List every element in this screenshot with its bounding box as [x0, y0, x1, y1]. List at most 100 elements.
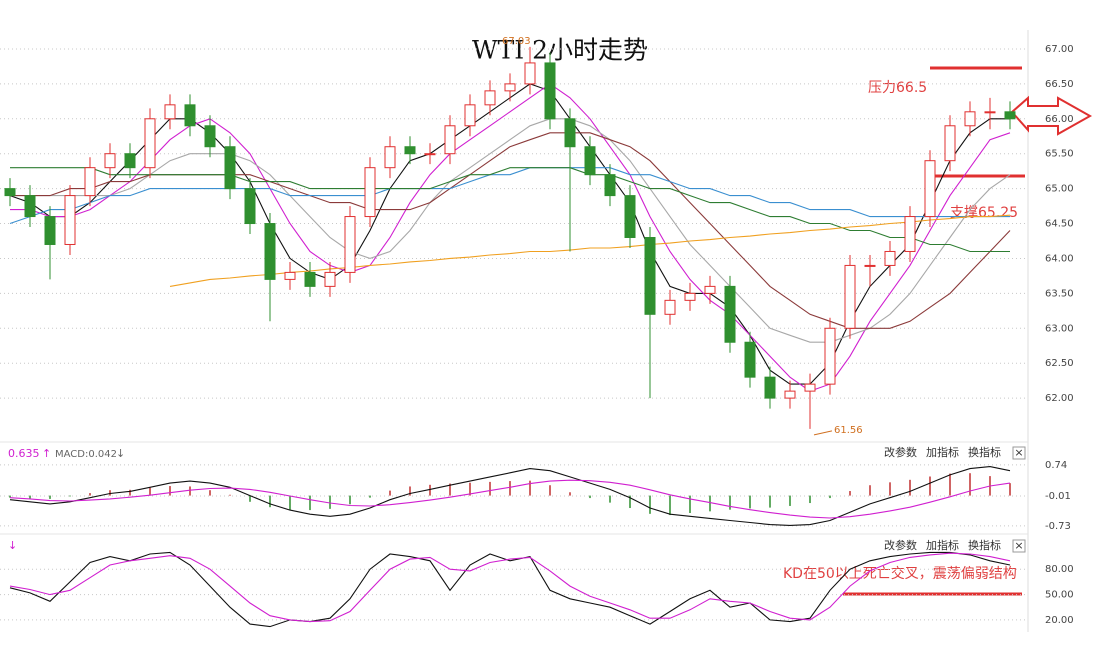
resistance-label: 压力66.5: [868, 80, 927, 96]
candle-body: [184, 104, 196, 127]
indicator-line: [9, 479, 1011, 519]
candle-body: [804, 383, 816, 392]
candle-body: [464, 104, 476, 127]
low-pointer: [813, 430, 833, 436]
candle-body: [64, 195, 76, 245]
low-label: 61.56: [834, 425, 863, 436]
y-tick-label: 63.00: [1045, 323, 1074, 334]
indicator-line: [10, 167, 1010, 253]
macd-value: 0.635: [8, 447, 40, 460]
candle-body: [964, 111, 976, 127]
candle-body: [84, 167, 96, 197]
candle-body: [424, 153, 436, 156]
close-box[interactable]: [1012, 446, 1026, 460]
panel-button[interactable]: 改参数: [884, 538, 917, 552]
arrow-icon: [1010, 95, 1093, 136]
panel-button[interactable]: 加指标: [926, 445, 959, 459]
y-tick-label: 62.00: [1045, 393, 1074, 404]
close-box[interactable]: [1012, 539, 1026, 553]
candle-body: [704, 285, 716, 294]
indicator-line: [9, 167, 1010, 225]
candle-body: [864, 264, 876, 267]
y-tick-label: -0.73: [1045, 521, 1071, 532]
candle-body: [624, 195, 636, 239]
kd-annotation: KD在50以上死亡交叉，震荡偏弱结构: [783, 565, 1017, 582]
y-tick-label: 64.50: [1045, 219, 1074, 230]
candle-body: [104, 153, 116, 169]
support-label: 支撑65.25: [950, 205, 1018, 221]
candle-body: [204, 125, 216, 148]
y-tick-label: 66.50: [1045, 79, 1074, 90]
candle-body: [444, 125, 456, 155]
y-tick-label: 20.00: [1045, 615, 1074, 626]
candle-body: [904, 216, 916, 252]
candle-body: [284, 271, 296, 280]
candle-body: [924, 160, 936, 218]
indicator-line: [10, 118, 1011, 343]
candle-body: [684, 292, 696, 301]
candle-body: [344, 216, 356, 273]
candle-body: [564, 118, 576, 148]
candle-body: [364, 167, 376, 218]
y-tick-label: 62.50: [1045, 358, 1074, 369]
panel-button[interactable]: ×: [1014, 539, 1023, 552]
candle-body: [264, 223, 276, 280]
candle-body: [384, 146, 396, 169]
y-tick-label: 0.74: [1045, 460, 1067, 471]
candle-body: [504, 83, 516, 92]
y-tick-label: 65.50: [1045, 149, 1074, 160]
candle-body: [4, 188, 16, 197]
candle-body: [944, 125, 956, 162]
candle-body: [224, 146, 236, 190]
indicator-line: [9, 551, 1011, 628]
candle-body: [824, 327, 836, 385]
candle-body: [324, 271, 336, 287]
y-tick-label: 64.00: [1045, 253, 1074, 264]
indicator-line: [169, 214, 1011, 287]
macd-arrow: ↑: [42, 447, 51, 460]
y-tick-label: 67.00: [1045, 44, 1074, 55]
candle-body: [144, 118, 156, 169]
y-tick-label: 65.00: [1045, 184, 1074, 195]
candle-body: [244, 188, 256, 225]
candle-body: [1004, 111, 1016, 120]
y-tick-label: 63.50: [1045, 288, 1074, 299]
candle-body: [604, 174, 616, 197]
panel-button[interactable]: 换指标: [968, 445, 1001, 459]
panel-button[interactable]: 改参数: [884, 445, 917, 459]
candle-body: [544, 62, 556, 120]
indicator-line: [9, 552, 1011, 623]
candle-body: [644, 237, 656, 315]
candle-body: [124, 153, 136, 169]
candle-body: [764, 376, 776, 399]
candle-body: [724, 285, 736, 343]
y-tick-label: 66.00: [1045, 114, 1074, 125]
macd-label: MACD:0.042: [55, 449, 117, 460]
kd-arrow: ↓: [8, 539, 17, 552]
candle-body: [844, 264, 856, 329]
candle-body: [404, 146, 416, 155]
y-tick-label: 50.00: [1045, 590, 1074, 601]
candle-body: [24, 195, 36, 218]
y-tick-label: 80.00: [1045, 564, 1074, 575]
candle-body: [664, 299, 676, 315]
high-label: 67.03: [502, 36, 531, 47]
indicator-line: [9, 466, 1011, 526]
candle-body: [304, 271, 316, 287]
candle-body: [524, 62, 536, 85]
candle-body: [584, 146, 596, 176]
candle-body: [484, 90, 496, 106]
candle-body: [744, 341, 756, 378]
y-tick-label: -0.01: [1045, 491, 1071, 502]
panel-button[interactable]: ×: [1014, 446, 1023, 459]
panel-button[interactable]: 换指标: [968, 538, 1001, 552]
indicator-line: [10, 83, 1011, 392]
panel-button[interactable]: 加指标: [926, 538, 959, 552]
candle-body: [784, 390, 796, 399]
macd-arrow: ↓: [116, 447, 125, 460]
candle-body: [164, 104, 176, 120]
candle-body: [44, 216, 56, 245]
candle-body: [984, 111, 996, 114]
candle-body: [884, 250, 896, 266]
